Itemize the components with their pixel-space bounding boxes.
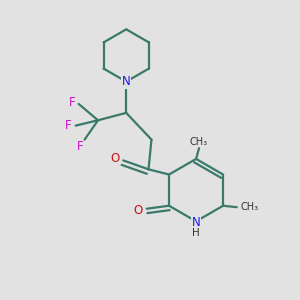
Text: F: F (65, 119, 72, 132)
Text: N: N (192, 216, 200, 229)
Text: H: H (192, 228, 200, 238)
Text: F: F (77, 140, 83, 153)
Text: N: N (122, 75, 130, 88)
Text: F: F (69, 96, 75, 109)
Text: CH₃: CH₃ (190, 137, 208, 147)
Text: O: O (133, 204, 142, 217)
Text: O: O (110, 152, 120, 165)
Text: CH₃: CH₃ (240, 202, 258, 212)
